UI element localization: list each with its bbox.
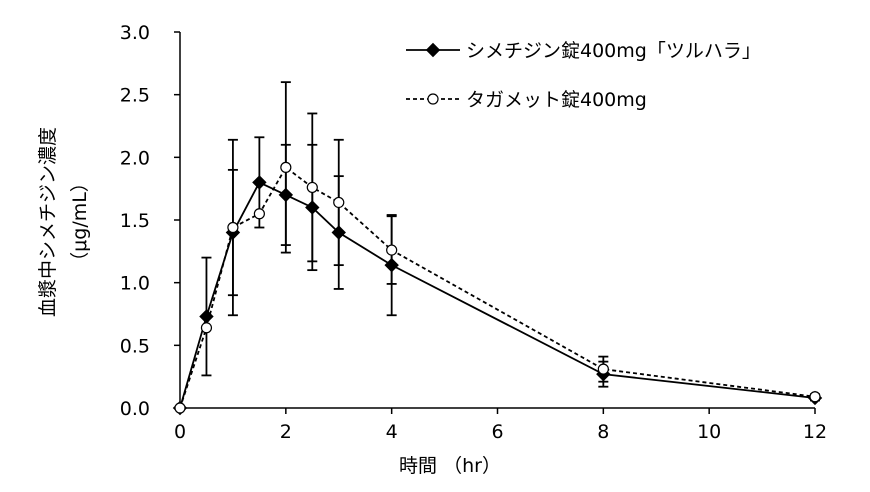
data-point — [305, 200, 320, 215]
y-tick-label: 3.0 — [120, 22, 150, 44]
y-tick-label: 0.0 — [120, 398, 150, 420]
y-axis-title: 血漿中シメチジン濃度 — [37, 127, 59, 317]
y-tick-label: 0.5 — [120, 335, 150, 357]
data-point — [253, 208, 265, 220]
legend-marker-1 — [425, 42, 441, 58]
data-point — [200, 322, 213, 334]
y-tick-label: 2.5 — [120, 85, 150, 107]
legend-label-2: タガメット錠400mg — [466, 89, 647, 111]
series-markers — [172, 161, 823, 416]
x-tick-label: 2 — [280, 421, 292, 443]
legend-marker-2 — [427, 93, 439, 105]
y-tick-label: 1.0 — [120, 273, 150, 295]
x-axis-title: 時間 （hr） — [399, 455, 501, 477]
data-point — [597, 363, 609, 375]
x-tick-label: 6 — [491, 421, 503, 443]
data-point — [278, 187, 294, 203]
error-bars — [201, 81, 820, 402]
legend: シメチジン錠400mg「ツルハラ」タガメット錠400mg — [406, 40, 761, 111]
x-tick-label: 0 — [174, 421, 186, 443]
x-tick-label: 12 — [803, 421, 827, 443]
data-point — [280, 161, 292, 173]
series-line-2 — [179, 166, 816, 409]
data-point — [174, 402, 186, 414]
y-tick-label: 2.0 — [120, 147, 150, 169]
data-point — [252, 175, 267, 190]
data-point — [227, 221, 239, 234]
series-line-1 — [179, 181, 816, 409]
data-point — [809, 391, 821, 403]
data-point — [333, 196, 345, 209]
data-point — [331, 225, 346, 240]
data-point — [306, 181, 318, 194]
data-point — [384, 257, 399, 273]
y-tick-label: 1.5 — [120, 210, 150, 232]
x-tick-label: 4 — [386, 421, 398, 443]
series-lines — [179, 166, 816, 409]
axes: 0.0 0.5 1.0 1.5 2.0 2.5 3.0 0 2 4 6 8 10 12 — [120, 22, 827, 443]
x-tick-label: 8 — [597, 421, 609, 443]
y-axis-units: （μg/mL） — [69, 173, 91, 271]
x-tick-label: 10 — [697, 421, 721, 443]
legend-label-1: シメチジン錠400mg「ツルハラ」 — [466, 40, 761, 62]
data-point — [386, 244, 398, 256]
